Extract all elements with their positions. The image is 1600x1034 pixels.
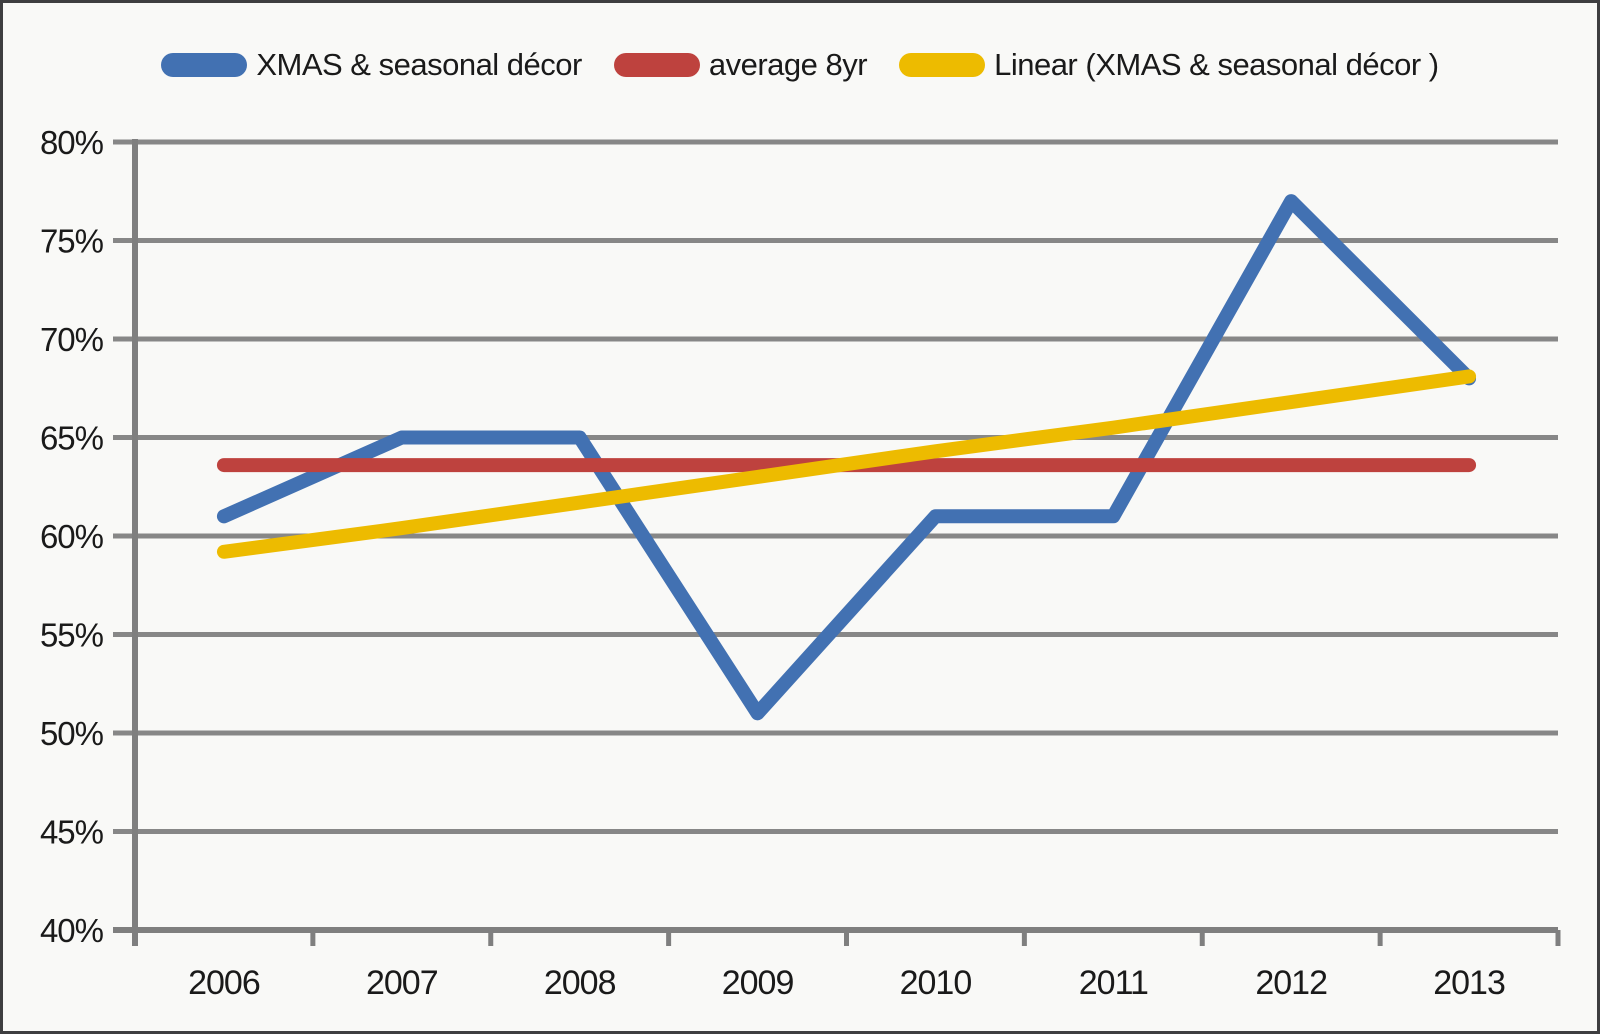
y-tick-label: 70% bbox=[40, 321, 104, 358]
x-tick-label: 2013 bbox=[1433, 964, 1505, 1002]
x-tick-label: 2009 bbox=[722, 964, 794, 1002]
x-tick-label: 2012 bbox=[1255, 964, 1327, 1002]
legend-item-xmas-seasonal-decor: XMAS & seasonal décor bbox=[161, 47, 582, 83]
legend: XMAS & seasonal décor average 8yr Linear… bbox=[3, 47, 1597, 83]
y-tick-label: 60% bbox=[40, 518, 104, 555]
legend-label-average-8yr: average 8yr bbox=[708, 47, 868, 82]
x-tick-label: 2011 bbox=[1079, 964, 1148, 1002]
x-tick-label: 2008 bbox=[544, 964, 616, 1002]
legend-item-average-8yr: average 8yr bbox=[613, 47, 868, 83]
x-tick-label: 2010 bbox=[900, 964, 972, 1002]
legend-swatch-linear-trend bbox=[899, 53, 986, 77]
y-tick-label: 45% bbox=[40, 814, 104, 851]
legend-swatch-xmas-seasonal-decor bbox=[161, 53, 248, 77]
legend-label-linear-trend: Linear (XMAS & seasonal décor ) bbox=[994, 47, 1439, 82]
legend-swatch-average-8yr bbox=[613, 53, 700, 77]
x-tick-label: 2006 bbox=[188, 964, 260, 1002]
y-tick-label: 75% bbox=[40, 223, 104, 260]
y-tick-label: 40% bbox=[40, 912, 104, 949]
x-tick-label: 2007 bbox=[366, 964, 438, 1002]
legend-item-linear-trend: Linear (XMAS & seasonal décor ) bbox=[899, 47, 1439, 83]
y-tick-label: 65% bbox=[40, 420, 104, 457]
series-line-xmas-seasonal-decor bbox=[216, 194, 1477, 721]
plot-area: 40% 45% 50% 55% 60% 65% 70% 75% 80% 2006 2007 2008 2… bbox=[40, 124, 1561, 1002]
series-line-linear-trend bbox=[216, 369, 1477, 559]
legend-label-xmas-seasonal-decor: XMAS & seasonal décor bbox=[256, 47, 582, 82]
y-tick-label: 50% bbox=[40, 715, 104, 752]
y-tick-label: 55% bbox=[40, 617, 104, 654]
y-tick-label: 80% bbox=[40, 124, 104, 161]
